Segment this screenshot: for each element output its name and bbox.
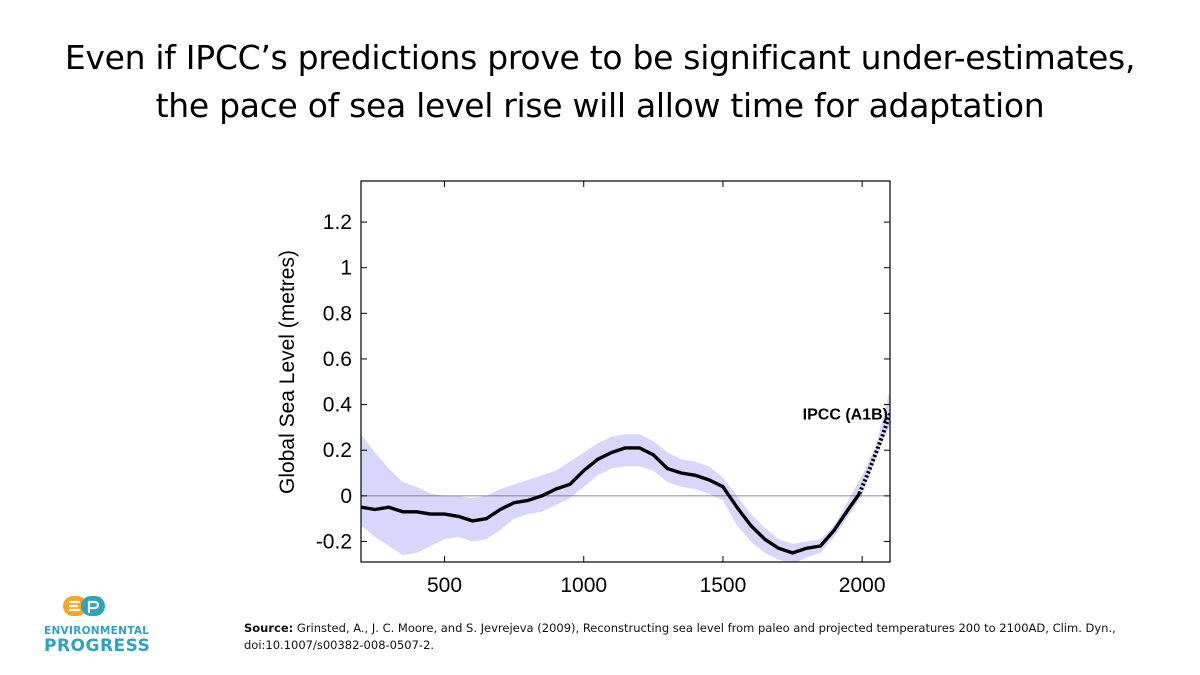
y-tick-label: 1 (340, 257, 352, 280)
uncertainty-band (361, 388, 890, 562)
logo-line-2: PROGRESS (44, 635, 151, 656)
sea-level-chart: 500 1000 1500 2000 -0.2 0 0.2 0.4 0.6 0.8 1 1.2 Glo… (276, 180, 891, 597)
source-citation: Source: Grinsted, A., J. C. Moore, and S… (244, 620, 1174, 654)
x-tick-label: 500 (427, 574, 462, 597)
x-tick-label: 1000 (560, 574, 607, 597)
y-tick-label: 0.4 (323, 394, 353, 417)
source-text: Grinsted, A., J. C. Moore, and S. Jevrej… (244, 621, 1116, 652)
plot-frame (360, 180, 891, 563)
slide-title-line-1: Even if IPCC’s predictions prove to be s… (64, 38, 1136, 77)
logo-line-1: ENVIRONMENTAL (44, 625, 150, 637)
y-tick-label: 0 (340, 485, 352, 508)
y-tick-label: 0.2 (323, 439, 352, 462)
slide-title: Even if IPCC’s predictions prove to be s… (0, 34, 1200, 130)
x-tick-label: 2000 (839, 574, 886, 597)
environmental-progress-logo: ENVIRONMENTAL PROGRESS (44, 593, 151, 656)
reconstructed-sea-level-line (361, 446, 861, 555)
series-layer (361, 413, 890, 555)
y-tick-label: 0.6 (323, 348, 352, 371)
axis-ticks (361, 181, 890, 562)
y-tick-label: -0.2 (316, 530, 352, 553)
ipcc-annotation: IPCC (A1B) (803, 407, 888, 424)
y-tick-label: 1.2 (323, 211, 352, 234)
y-tick-label: 0.8 (323, 302, 352, 325)
x-tick-label: 1500 (700, 574, 747, 597)
uncertainty-band-area (361, 388, 890, 562)
ep-logo-icon (63, 596, 105, 616)
axis-tick-labels: 500 1000 1500 2000 -0.2 0 0.2 0.4 0.6 0.8 1 1.2 (316, 211, 886, 597)
ipcc-projection-line (857, 413, 890, 495)
slide-title-line-2: the pace of sea level rise will allow ti… (155, 86, 1045, 125)
source-label: Source: (244, 621, 294, 635)
y-axis-label: Global Sea Level (metres) (276, 250, 299, 494)
